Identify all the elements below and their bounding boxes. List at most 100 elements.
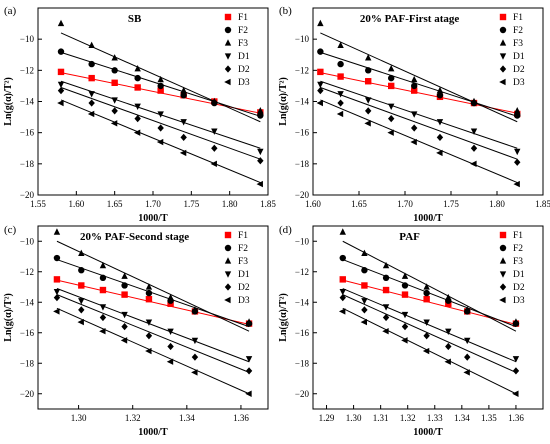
data-point bbox=[316, 99, 323, 107]
legend-marker bbox=[224, 244, 232, 252]
series-d1 bbox=[53, 288, 253, 363]
data-point bbox=[167, 342, 174, 351]
data-point bbox=[111, 67, 118, 74]
legend-label: D3 bbox=[238, 78, 250, 88]
data-point bbox=[423, 296, 430, 303]
data-point bbox=[257, 112, 264, 119]
series-d1 bbox=[317, 80, 521, 156]
legend-label: F3 bbox=[238, 39, 248, 49]
data-point bbox=[121, 323, 128, 331]
data-point bbox=[339, 288, 346, 296]
legend-label: F3 bbox=[513, 39, 523, 49]
legend-marker bbox=[224, 271, 232, 278]
data-point bbox=[99, 261, 107, 269]
chart-panel-1: (a) SB 1.55 1.60 1.65 1.70 1.75 1.80 1.85 −10 −12 −… bbox=[3, 5, 276, 224]
data-point bbox=[339, 254, 346, 262]
data-point bbox=[470, 128, 478, 135]
y-tick-label: −20 bbox=[20, 190, 35, 200]
data-point bbox=[401, 282, 409, 289]
x-tick-label: 1.30 bbox=[71, 413, 87, 423]
data-point bbox=[423, 319, 430, 326]
data-point bbox=[88, 60, 95, 68]
data-point bbox=[365, 54, 372, 61]
data-point bbox=[121, 282, 128, 289]
legend-marker bbox=[224, 13, 232, 21]
data-point bbox=[401, 291, 409, 298]
legend-marker bbox=[224, 26, 232, 34]
fit-line bbox=[56, 288, 250, 363]
data-point bbox=[133, 129, 141, 136]
data-point bbox=[211, 128, 218, 135]
data-point bbox=[121, 291, 128, 298]
x-tick-label: 1.65 bbox=[351, 199, 367, 209]
legend-marker bbox=[499, 13, 507, 21]
x-tick-label: 1.32 bbox=[125, 413, 141, 423]
x-tick-label: 1.34 bbox=[454, 413, 470, 423]
series-f2 bbox=[53, 254, 253, 328]
data-point bbox=[317, 68, 324, 76]
fit-line bbox=[342, 307, 517, 395]
series-f1 bbox=[57, 68, 264, 116]
x-tick-label: 1.70 bbox=[145, 199, 161, 209]
data-point bbox=[463, 369, 470, 376]
legend-marker bbox=[224, 78, 231, 86]
data-point bbox=[470, 144, 478, 152]
data-point bbox=[134, 84, 141, 91]
y-tick-label: −18 bbox=[20, 358, 35, 368]
data-point bbox=[88, 74, 95, 82]
data-point bbox=[57, 81, 65, 89]
panel-label: (d) bbox=[279, 224, 292, 236]
chart-panel-4: (d) PAF 1.29 1.30 1.31 1.32 1.33 1.34 1.35 1.36 −1… bbox=[278, 224, 544, 438]
data-point bbox=[361, 249, 368, 257]
data-point bbox=[337, 73, 344, 80]
data-point bbox=[180, 92, 187, 99]
series-f2 bbox=[317, 48, 521, 119]
data-point bbox=[180, 86, 187, 94]
data-point bbox=[134, 64, 141, 72]
legend-label: D3 bbox=[513, 78, 525, 88]
legend-label: F2 bbox=[513, 26, 523, 36]
fit-line bbox=[320, 32, 518, 123]
data-point bbox=[111, 54, 118, 61]
data-point bbox=[157, 124, 164, 132]
x-tick-label: 1.35 bbox=[481, 413, 497, 423]
x-tick-label: 1.75 bbox=[183, 199, 199, 209]
fit-line bbox=[56, 279, 250, 325]
data-point bbox=[317, 48, 324, 55]
y-axis-label: Ln(g(α)/T²) bbox=[3, 293, 14, 342]
legend-label: D3 bbox=[513, 296, 525, 306]
legend-label: D1 bbox=[238, 52, 250, 62]
data-point bbox=[436, 119, 444, 126]
data-point bbox=[411, 75, 418, 83]
data-point bbox=[88, 91, 95, 98]
fit-line bbox=[56, 259, 250, 328]
data-point bbox=[470, 97, 478, 105]
data-point bbox=[382, 274, 390, 282]
y-axis-label: Ln(g(α)/T²) bbox=[3, 77, 14, 126]
chart-title: PAF bbox=[399, 231, 420, 243]
data-point bbox=[422, 347, 430, 355]
data-point bbox=[211, 97, 218, 105]
y-axis-label: Ln(g(α)/T²) bbox=[278, 77, 289, 126]
data-point bbox=[99, 313, 107, 322]
series-d2 bbox=[317, 86, 521, 166]
legend-label: D1 bbox=[513, 52, 525, 62]
data-point bbox=[423, 289, 430, 297]
y-tick-label: −14 bbox=[295, 97, 310, 107]
data-point bbox=[78, 267, 85, 274]
plot-frame bbox=[37, 7, 269, 196]
legend-marker bbox=[499, 39, 507, 46]
series-d2 bbox=[57, 86, 264, 165]
data-point bbox=[436, 133, 444, 141]
legend-label: F2 bbox=[238, 244, 248, 254]
x-tick-label: 1.60 bbox=[68, 199, 84, 209]
data-point bbox=[382, 286, 390, 294]
x-tick-label: 1.29 bbox=[319, 413, 335, 423]
data-point bbox=[156, 138, 164, 146]
data-point bbox=[514, 148, 521, 156]
data-point bbox=[78, 282, 85, 289]
series-f2 bbox=[57, 48, 264, 119]
legend-label: D2 bbox=[513, 283, 525, 293]
data-point bbox=[245, 390, 252, 397]
data-point bbox=[167, 328, 174, 336]
